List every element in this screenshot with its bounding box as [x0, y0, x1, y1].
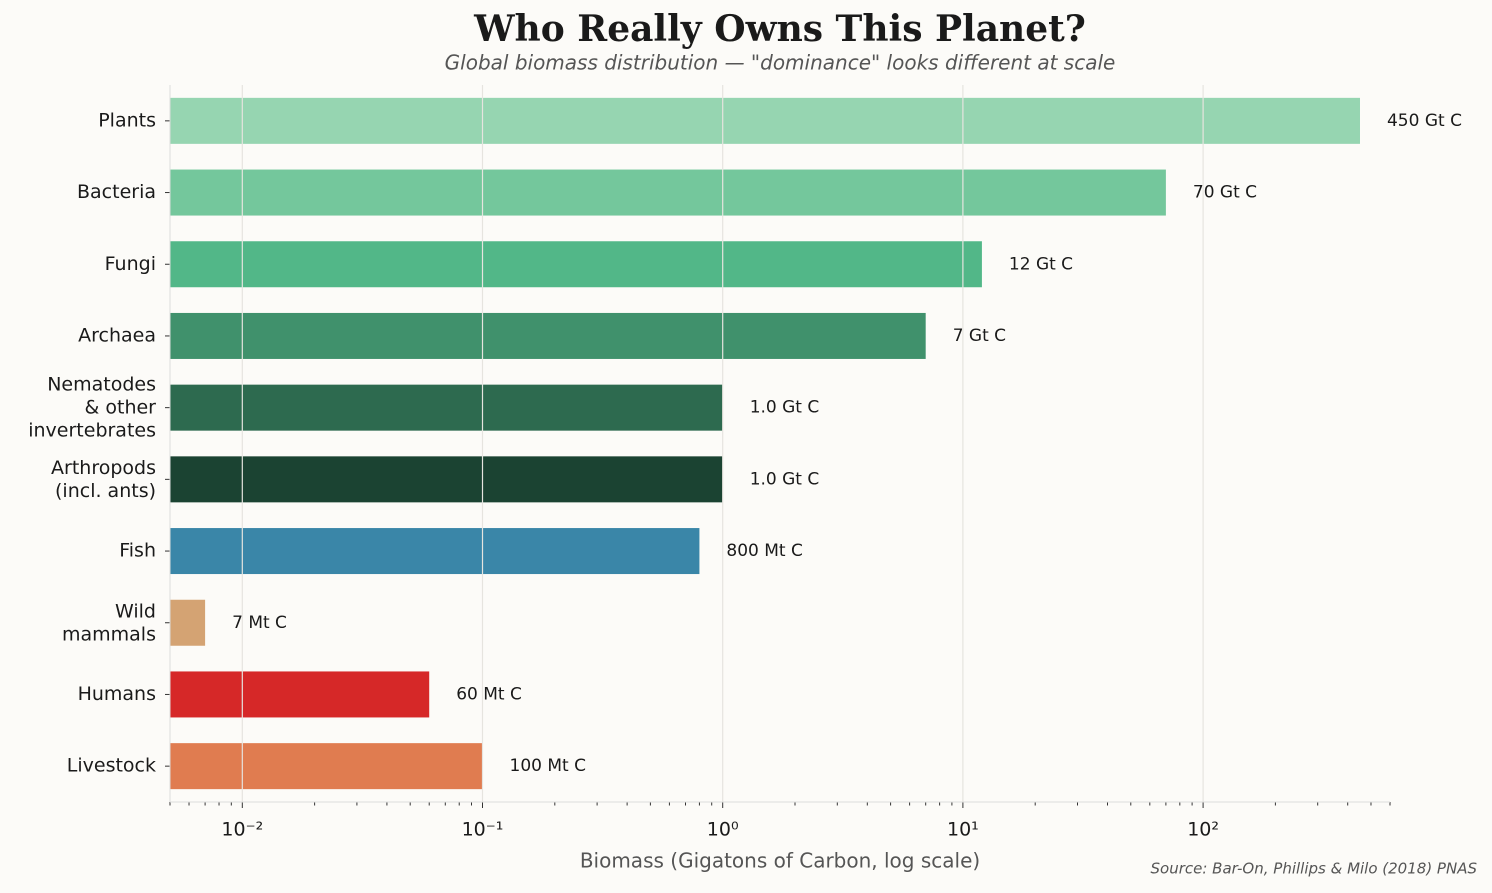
x-tick-label: 10²: [1187, 819, 1219, 841]
y-tick-label: Wild mammals: [62, 600, 156, 645]
source-note: Source: Bar-On, Phillips & Milo (2018) P…: [1151, 860, 1478, 878]
value-label: 7 Mt C: [232, 613, 287, 633]
grid: [241, 85, 1204, 802]
x-axis-label: Biomass (Gigatons of Carbon, log scale): [580, 849, 980, 873]
bar: [170, 599, 206, 646]
bar: [170, 671, 430, 718]
value-label: 800 Mt C: [726, 541, 802, 561]
value-label: 12 Gt C: [1009, 254, 1073, 274]
y-tick-label: Livestock: [67, 755, 156, 777]
value-label: 450 Gt C: [1387, 111, 1462, 131]
y-tick-label: Bacteria: [77, 181, 156, 203]
value-label: 70 Gt C: [1193, 183, 1257, 203]
y-tick-label: Plants: [98, 109, 156, 131]
value-label: 1.0 Gt C: [750, 469, 820, 489]
y-tick-label: Fish: [119, 540, 156, 562]
x-tick-label: 10⁻²: [221, 819, 263, 841]
bar: [170, 743, 483, 790]
bar: [170, 456, 723, 503]
x-tick-label: 10¹: [947, 819, 979, 841]
value-label: 7 Gt C: [953, 326, 1006, 346]
y-tick-label: Archaea: [78, 324, 156, 346]
bar: [170, 528, 700, 575]
chart-subtitle: Global biomass distribution — "dominance…: [445, 51, 1116, 75]
value-label: 60 Mt C: [456, 684, 522, 704]
bar: [170, 169, 1166, 216]
bar: [170, 241, 982, 288]
chart-title: Who Really Owns This Planet?: [473, 8, 1086, 50]
bar: [170, 312, 926, 359]
bar: [170, 97, 1360, 144]
y-tick-label: Nematodes & other invertebrates: [28, 373, 156, 441]
value-label: 1.0 Gt C: [750, 398, 820, 418]
y-tick-label: Arthropods (incl. ants): [51, 456, 156, 501]
y-tick-label: Humans: [78, 683, 156, 705]
bar: [170, 384, 723, 431]
y-tick-label: Fungi: [105, 253, 156, 275]
value-label: 100 Mt C: [510, 756, 586, 776]
x-tick-label: 10⁻¹: [462, 819, 504, 841]
x-tick-label: 10⁰: [707, 819, 739, 841]
